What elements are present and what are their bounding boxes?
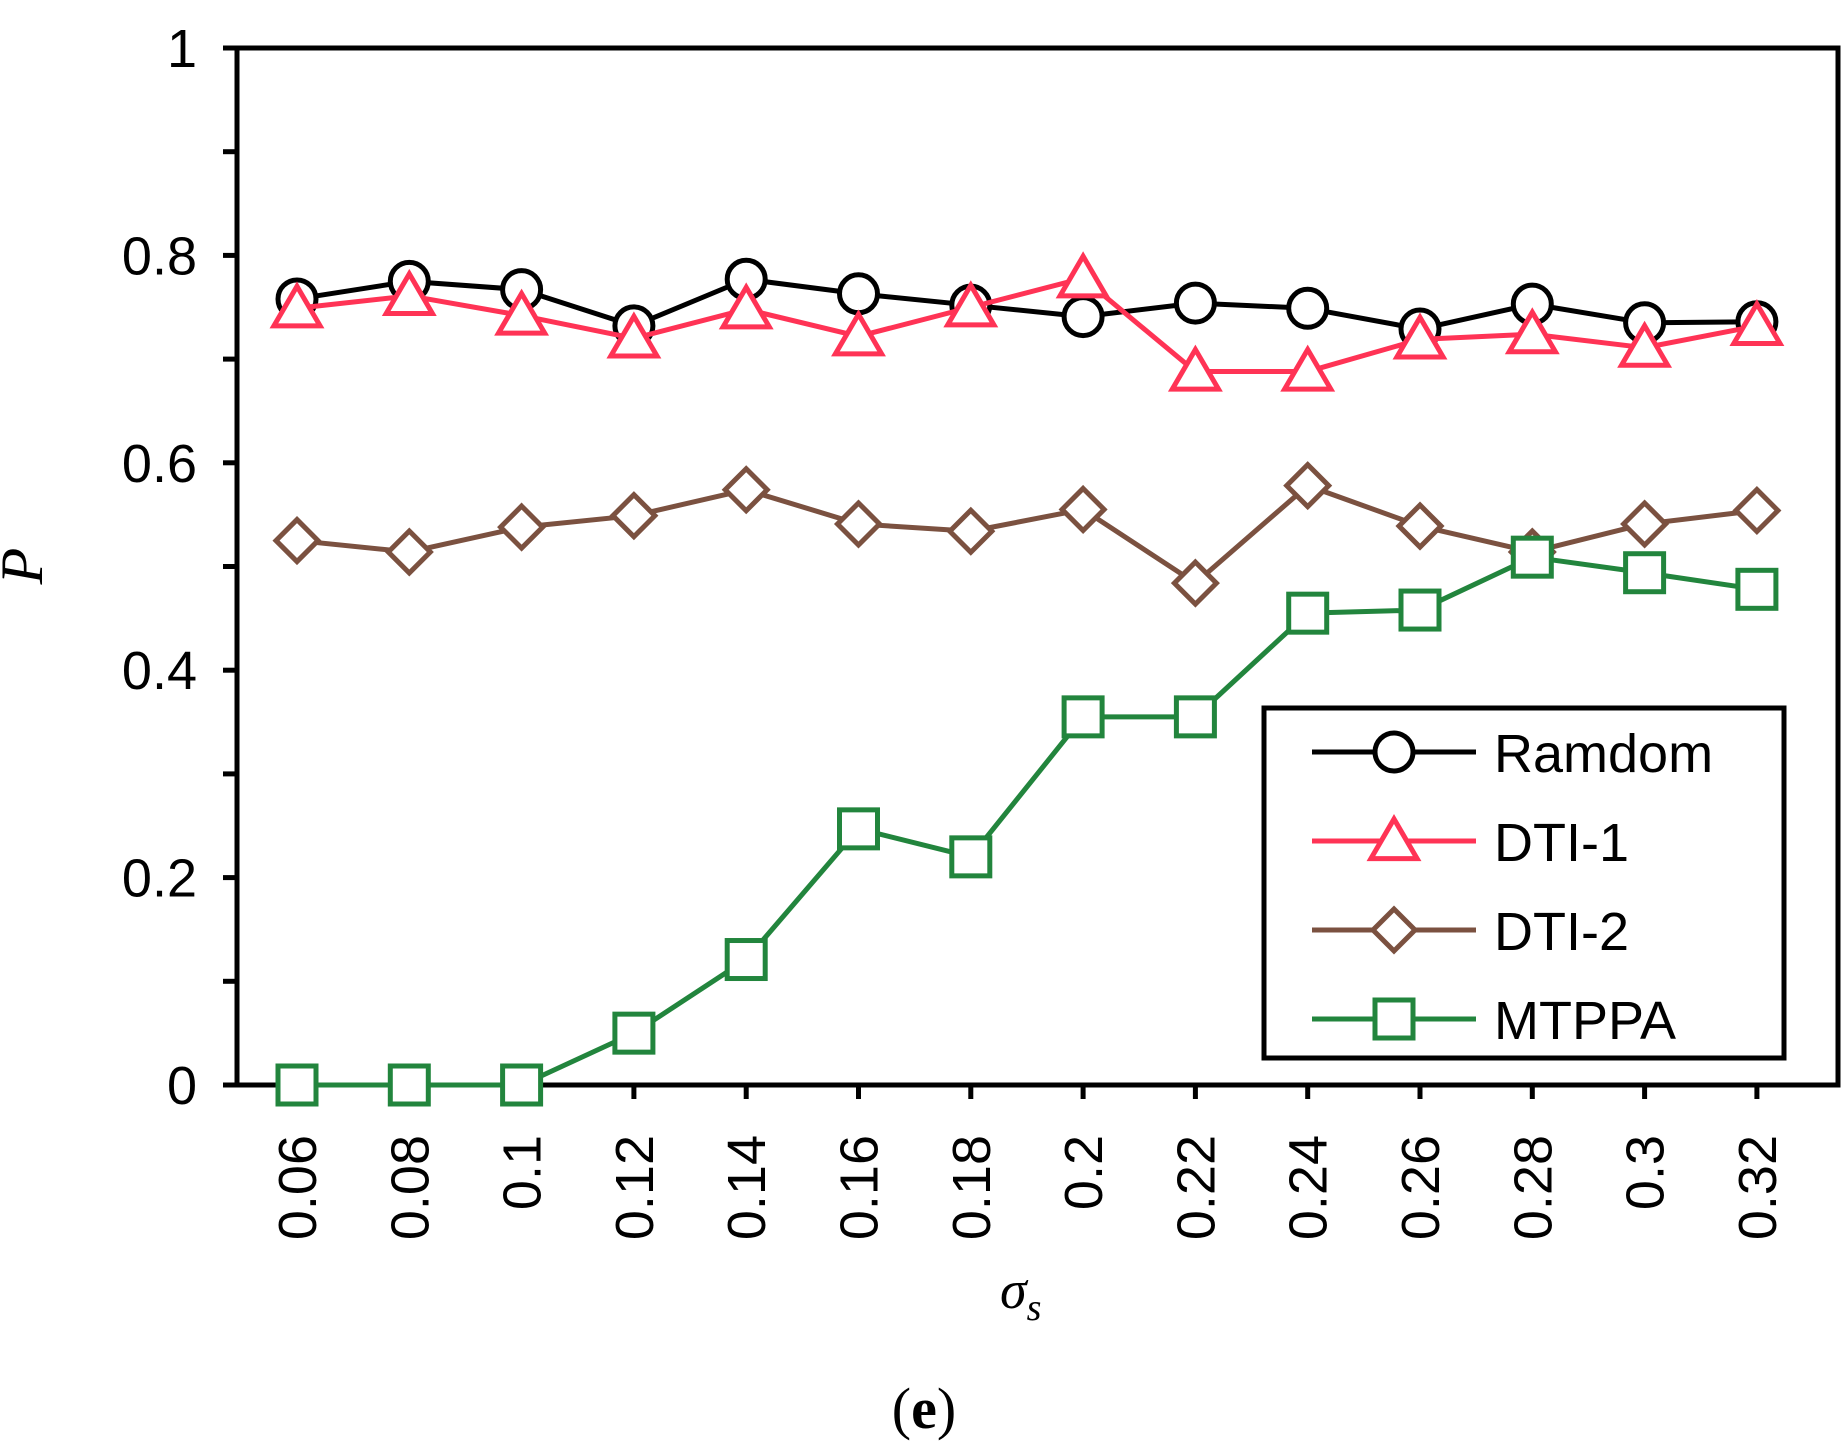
series-layer [269,251,1785,1107]
data-point [1392,312,1448,360]
data-point [1286,591,1330,635]
y-axis-label: P [0,548,55,586]
legend-label: DTI-2 [1494,902,1629,962]
series-dti-2 [272,461,1782,608]
data-point [609,491,659,541]
data-point [1173,695,1217,739]
data-point [387,1063,431,1107]
x-tick-label: 0.06 [268,1135,328,1240]
data-point [1510,535,1554,579]
y-tick-label: 1 [167,19,197,79]
data-point [381,268,437,316]
x-tick-label: 0.08 [380,1135,440,1240]
x-axis-symbol: σ [1000,1260,1029,1320]
data-point [721,465,771,515]
legend-item: Ramdom [1312,724,1713,784]
legend-item: DTI-2 [1312,902,1629,962]
data-point [269,281,325,329]
data-point [949,835,993,879]
x-tick-label: 0.1 [493,1135,553,1210]
legend-marker [1366,814,1422,862]
data-point [1283,461,1333,511]
data-point [1280,344,1336,392]
series-mtppa [275,535,1779,1107]
data-point [494,288,550,336]
data-point [272,516,322,566]
axes: 0 0.2 0.4 0.6 0.8 1 0.06 0.08 0.1 0.12 0.14 0.16 0.1… [122,19,1841,1240]
labels: Pσs (e) [0,548,1041,1441]
data-point [275,1063,319,1107]
panel-label: (e) [892,1376,956,1441]
data-point [1170,558,1220,608]
y-tick-label: 0.2 [122,849,197,909]
data-point [1620,499,1670,549]
x-tick-label: 0.28 [1503,1135,1563,1240]
data-point [1623,551,1667,595]
legend-item: DTI-1 [1312,813,1629,873]
data-point [943,280,999,328]
data-point [384,527,434,577]
data-point [1173,281,1217,325]
x-tick-label: 0.2 [1054,1135,1114,1210]
data-point [1617,320,1673,368]
legend-label: DTI-1 [1494,813,1629,873]
data-point [1395,501,1445,551]
data-point [1398,588,1442,632]
panel-paren-open: ( [892,1376,911,1441]
legend-marker [1372,730,1416,774]
x-tick-label: 0.32 [1728,1135,1788,1240]
data-point [1732,485,1782,536]
x-axis-subscript: s [1027,1287,1042,1329]
legend-item: MTPPA [1312,991,1676,1051]
data-point [1504,307,1560,355]
legend: Ramdom DTI-1 DTI-2 MTPPA [1261,705,1787,1061]
x-tick-label: 0.22 [1166,1135,1226,1240]
data-point [833,499,884,549]
y-tick-label: 0.4 [122,641,197,701]
x-tick-label: 0.24 [1279,1135,1339,1240]
legend-marker [1369,905,1419,955]
panel-letter: e [911,1376,937,1441]
data-point [612,1011,656,1055]
data-point [500,1063,544,1107]
legend-label: Ramdom [1494,724,1713,784]
panel-paren-close: ) [937,1376,956,1441]
data-point [724,938,768,982]
data-point [1055,251,1111,299]
data-point [497,502,547,552]
data-point [1167,344,1223,392]
data-point [1729,298,1785,347]
series-dti-1 [269,251,1785,392]
x-tick-label: 0.12 [605,1135,665,1240]
series-line [296,275,1758,375]
y-tick-label: 0.6 [122,434,197,494]
legend-marker [1372,997,1416,1041]
legend-label: MTPPA [1494,991,1676,1051]
y-tick-label: 0 [167,1056,197,1116]
data-point [837,272,880,316]
data-point [718,282,774,330]
data-point [1061,295,1105,339]
x-tick-label: 0.3 [1616,1135,1676,1210]
x-tick-label: 0.26 [1391,1135,1451,1240]
x-tick-label: 0.16 [830,1135,890,1240]
y-tick-label: 0.8 [122,226,197,286]
legend-box [1261,705,1787,1061]
data-point [1058,484,1108,535]
data-point [831,309,886,357]
x-tick-label: 0.18 [942,1135,1002,1240]
data-point [606,311,662,359]
data-point [837,807,880,851]
data-point [1061,695,1105,739]
data-point [1735,567,1779,611]
data-point [1286,286,1330,330]
data-point [946,506,996,556]
x-tick-label: 0.14 [717,1135,777,1240]
x-axis-label: σs [1000,1260,1041,1329]
